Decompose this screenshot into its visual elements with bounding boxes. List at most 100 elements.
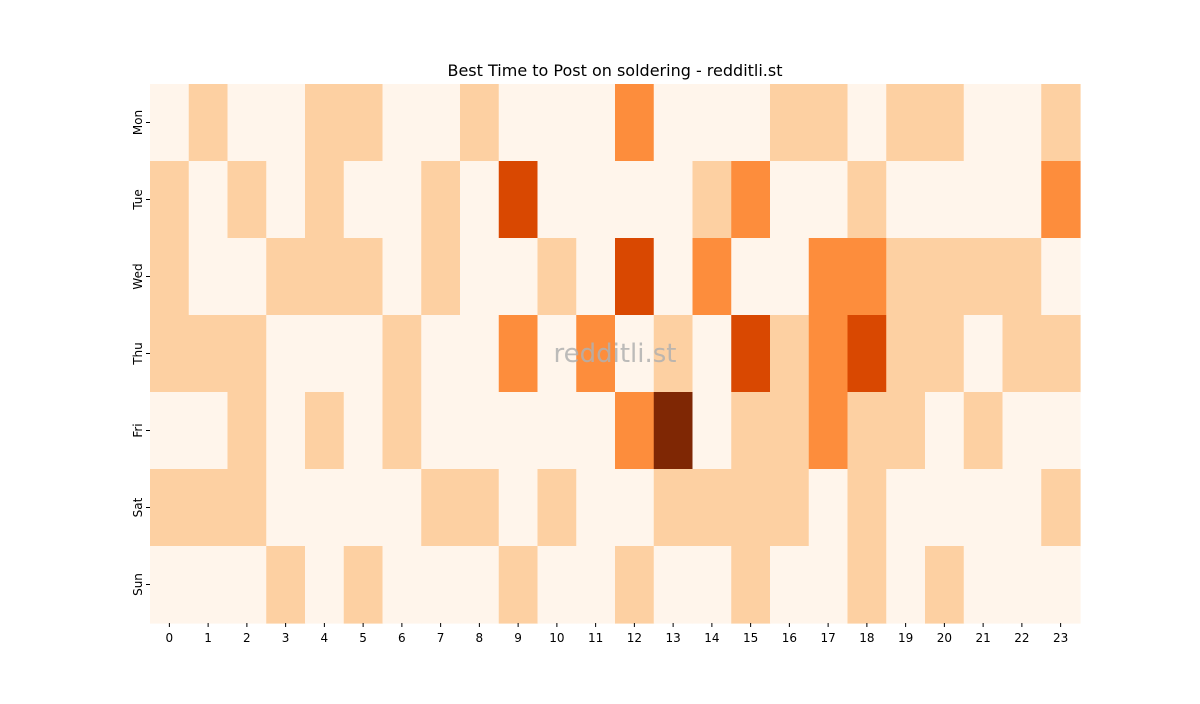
x-tick-label: 5 <box>359 631 367 645</box>
heatmap-cell <box>653 546 694 624</box>
heatmap-cell <box>343 469 384 547</box>
heatmap-cell <box>576 469 616 547</box>
heatmap-cell <box>925 238 965 316</box>
heatmap-cell <box>886 546 926 624</box>
heatmap-cell <box>847 546 887 624</box>
heatmap-cell <box>150 315 190 393</box>
heatmap-cell <box>963 392 1004 470</box>
heatmap-cell <box>150 546 190 624</box>
x-tick-label: 3 <box>282 631 290 645</box>
heatmap-cell <box>615 315 655 393</box>
x-tick-label: 20 <box>937 631 952 645</box>
heatmap-cell <box>305 84 345 162</box>
heatmap-cell <box>847 161 887 239</box>
heatmap-cell <box>498 469 539 547</box>
heatmap-cell <box>150 84 190 162</box>
x-tick-label: 7 <box>437 631 445 645</box>
heatmap-cell <box>847 84 887 162</box>
heatmap-cell <box>808 161 849 239</box>
x-tick-label: 23 <box>1053 631 1068 645</box>
heatmap-cell <box>188 469 229 547</box>
heatmap-cell <box>770 469 810 547</box>
heatmap-cell <box>808 469 849 547</box>
heatmap-cell <box>1002 315 1042 393</box>
heatmap-cell <box>847 469 887 547</box>
y-axis: Mon Tue Wed Thu Fri Sat Sun <box>131 110 150 596</box>
heatmap-cell <box>382 84 422 162</box>
heatmap-cell <box>886 84 926 162</box>
heatmap-cell <box>266 84 306 162</box>
heatmap-cell <box>770 84 810 162</box>
heatmap-cell <box>498 238 539 316</box>
heatmap-cell <box>576 392 616 470</box>
heatmap-cell <box>498 546 539 624</box>
heatmap-cell <box>537 315 577 393</box>
heatmap-cell <box>1041 469 1081 547</box>
heatmap-cell <box>770 238 810 316</box>
heatmap-cell <box>382 315 422 393</box>
heatmap-cell <box>150 469 190 547</box>
heatmap-cell <box>305 546 345 624</box>
heatmap-cell <box>731 392 771 470</box>
x-tick-label: 22 <box>1014 631 1029 645</box>
y-tick-label: Sun <box>131 573 145 596</box>
x-tick-label: 1 <box>204 631 212 645</box>
y-tick-label: Fri <box>131 423 145 437</box>
heatmap-cell <box>1041 161 1081 239</box>
heatmap-cell <box>1002 469 1042 547</box>
heatmap-cell <box>731 469 771 547</box>
heatmap-cell <box>227 161 267 239</box>
heatmap-cell <box>266 238 306 316</box>
heatmap-cell <box>808 315 849 393</box>
heatmap-cell <box>576 238 616 316</box>
heatmap-cell <box>770 161 810 239</box>
heatmap-cell <box>808 392 849 470</box>
heatmap-cell <box>227 238 267 316</box>
heatmap-cell <box>227 469 267 547</box>
heatmap-cell <box>576 84 616 162</box>
heatmap-cell <box>692 392 732 470</box>
y-tick-label: Mon <box>131 110 145 135</box>
heatmap-cell <box>537 392 577 470</box>
heatmap-cell <box>692 84 732 162</box>
x-tick-label: 18 <box>859 631 874 645</box>
x-tick-label: 0 <box>166 631 174 645</box>
heatmap-cell <box>188 392 229 470</box>
x-tick-label: 14 <box>704 631 719 645</box>
heatmap-cell <box>847 315 887 393</box>
heatmap-cell <box>343 238 384 316</box>
heatmap-cell <box>343 161 384 239</box>
heatmap-cell <box>731 315 771 393</box>
heatmap-cell <box>731 161 771 239</box>
heatmap-cell <box>576 315 616 393</box>
heatmap-cell <box>421 161 461 239</box>
heatmap-cell <box>963 469 1004 547</box>
heatmap-cell <box>227 392 267 470</box>
heatmap-cell <box>150 238 190 316</box>
heatmap-cell <box>808 238 849 316</box>
heatmap-cell <box>1041 238 1081 316</box>
heatmap-cell <box>1002 392 1042 470</box>
heatmap-cell <box>382 161 422 239</box>
heatmap-cell <box>963 161 1004 239</box>
heatmap-cell <box>537 84 577 162</box>
heatmap-cell <box>421 238 461 316</box>
heatmap-cell <box>421 84 461 162</box>
heatmap-cell <box>615 238 655 316</box>
y-tick-label: Wed <box>131 263 145 289</box>
x-tick-label: 11 <box>588 631 603 645</box>
heatmap-cell <box>227 84 267 162</box>
heatmap-cell <box>886 238 926 316</box>
heatmap-cell <box>653 84 694 162</box>
heatmap-cell <box>653 238 694 316</box>
heatmap-cell <box>886 315 926 393</box>
heatmap-cell <box>963 238 1004 316</box>
heatmap-cell <box>305 238 345 316</box>
heatmap-cell <box>925 392 965 470</box>
heatmap-cell <box>305 315 345 393</box>
heatmap-cell <box>925 315 965 393</box>
watermark: redditli.st <box>554 339 677 369</box>
heatmap-cell <box>1002 238 1042 316</box>
